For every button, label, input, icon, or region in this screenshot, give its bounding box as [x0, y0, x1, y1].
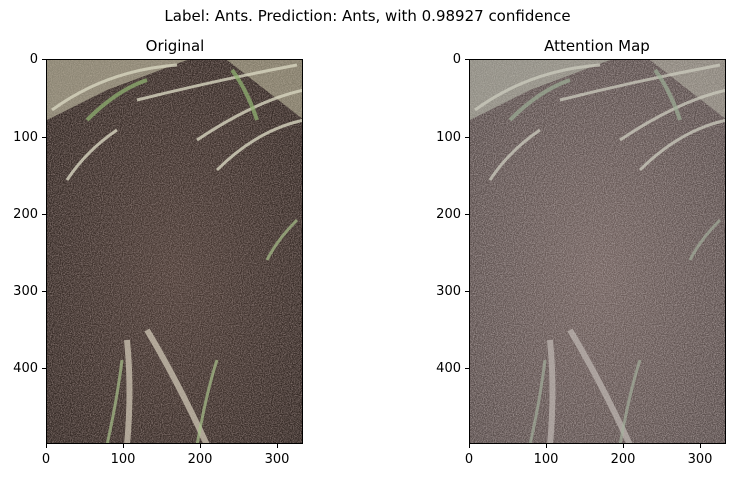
ytick-label: 400: [436, 361, 461, 376]
xtick-label: 200: [610, 452, 636, 467]
ytick-mark: [42, 214, 46, 215]
panel-title-attention-map: Attention Map: [544, 37, 650, 55]
xtick-mark: [277, 444, 278, 448]
ytick-label: 200: [436, 207, 461, 222]
ytick-mark: [42, 59, 46, 60]
ytick-mark: [465, 214, 469, 215]
ytick-label: 100: [13, 130, 38, 145]
xtick-mark: [123, 444, 124, 448]
ant-soil-photo: [47, 60, 302, 443]
xtick-mark: [469, 444, 470, 448]
figure-suptitle: Label: Ants. Prediction: Ants, with 0.98…: [164, 7, 571, 25]
ytick-mark: [42, 368, 46, 369]
panel-title-original: Original: [145, 37, 205, 55]
attention-map-image: [469, 59, 726, 444]
ytick-label: 0: [29, 52, 38, 67]
xtick-label: 300: [264, 452, 290, 467]
xtick-mark: [546, 444, 547, 448]
ytick-mark: [465, 291, 469, 292]
xtick-label: 0: [464, 452, 474, 467]
xtick-mark: [623, 444, 624, 448]
ytick-mark: [465, 137, 469, 138]
ytick-label: 300: [436, 284, 461, 299]
attention-overlay: [470, 60, 725, 443]
xtick-mark: [200, 444, 201, 448]
xtick-label: 300: [687, 452, 713, 467]
ytick-label: 0: [452, 52, 461, 67]
ytick-mark: [465, 59, 469, 60]
ytick-label: 300: [13, 284, 38, 299]
xtick-label: 0: [41, 452, 51, 467]
xtick-label: 100: [110, 452, 136, 467]
xtick-mark: [46, 444, 47, 448]
ytick-label: 200: [13, 207, 38, 222]
ytick-mark: [42, 137, 46, 138]
original-image: [46, 59, 303, 444]
xtick-label: 200: [187, 452, 213, 467]
xtick-mark: [700, 444, 701, 448]
ytick-label: 400: [13, 361, 38, 376]
ytick-mark: [42, 291, 46, 292]
ytick-mark: [465, 368, 469, 369]
xtick-label: 100: [533, 452, 559, 467]
ytick-label: 100: [436, 130, 461, 145]
